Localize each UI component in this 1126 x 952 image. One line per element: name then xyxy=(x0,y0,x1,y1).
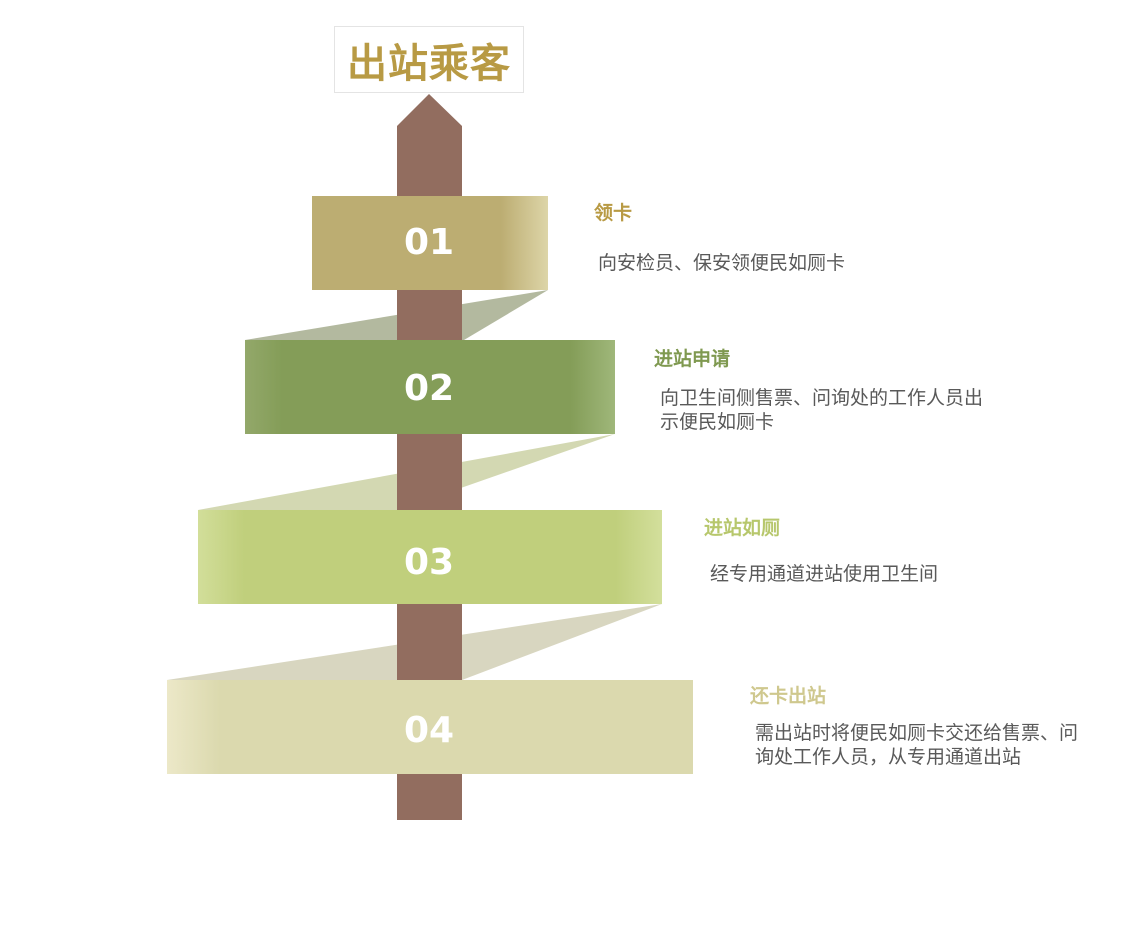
step-title-3: 进站如厕 xyxy=(704,517,781,539)
step-number-3: 03 xyxy=(403,542,455,583)
step-description-1-line: 向安检员、保安领便民如厕卡 xyxy=(598,252,846,274)
step-description-4: 需出站时将便民如厕卡交还给售票、问 询处工作人员，从专用通道出站 xyxy=(755,721,1078,769)
step-description-2-line-2: 示便民如厕卡 xyxy=(660,411,775,433)
connector-1-2 xyxy=(245,290,548,340)
step-number-1: 01 xyxy=(403,222,455,263)
title-box: 出站乘客 xyxy=(334,26,524,93)
page-title: 出站乘客 xyxy=(347,40,511,87)
step-description-3: 经专用通道进站使用卫生间 xyxy=(710,562,938,586)
step-description-3-line: 经专用通道进站使用卫生间 xyxy=(710,563,939,585)
step-number-2: 02 xyxy=(403,368,455,409)
step-description-4-line-1: 需出站时将便民如厕卡交还给售票、问 xyxy=(755,722,1079,744)
step-title-1: 领卡 xyxy=(594,202,633,224)
step-description-2-line-1: 向卫生间侧售票、问询处的工作人员出 xyxy=(660,387,984,409)
step-description-2: 向卫生间侧售票、问询处的工作人员出 示便民如厕卡 xyxy=(660,386,983,434)
step-banner-2 xyxy=(245,340,615,434)
step-banner-3 xyxy=(198,510,662,604)
step-description-4-line-2: 询处工作人员，从专用通道出站 xyxy=(755,746,1022,768)
step-banner-4 xyxy=(167,680,693,774)
step-title-2: 进站申请 xyxy=(654,348,731,370)
step-description-1: 向安检员、保安领便民如厕卡 xyxy=(598,251,845,275)
step-banner-1 xyxy=(312,196,548,290)
step-title-4: 还卡出站 xyxy=(750,685,827,707)
step-number-4: 04 xyxy=(403,710,455,751)
